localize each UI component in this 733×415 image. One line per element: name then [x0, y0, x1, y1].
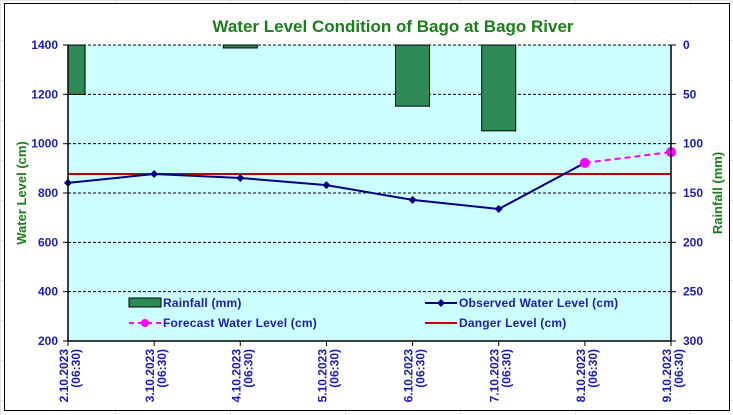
- rainfall-bar: [395, 44, 431, 107]
- x-axis-ticks: 2.10.2023(06:30) 3.10.2023(06:30) 4.10.202…: [57, 341, 686, 402]
- right-tick-label: 150: [683, 186, 703, 200]
- x-tick-label: 6.10.2023(06:30): [402, 349, 428, 403]
- left-tick-label: 200: [38, 334, 58, 348]
- left-tick-label: 1000: [31, 137, 58, 151]
- observed-point: [236, 173, 245, 182]
- legend-item: Rainfall (mm): [128, 296, 242, 310]
- x-tick-date: 2.10.2023: [57, 349, 71, 403]
- x-tick-date: 6.10.2023: [402, 349, 416, 403]
- x-tick-time: (06:30): [500, 349, 514, 388]
- observed-point: [494, 205, 503, 214]
- right-axis-ticks: 0 50 100 150 200 250 300: [671, 38, 703, 348]
- x-tick-label: 5.10.2023(06:30): [315, 349, 341, 403]
- rainfall-bar: [481, 44, 517, 132]
- observed-point: [408, 195, 417, 204]
- forecast-point: [579, 157, 590, 168]
- x-tick-date: 7.10.2023: [488, 349, 502, 403]
- x-tick-label: 7.10.2023(06:30): [488, 349, 514, 403]
- legend-label: Observed Water Level (cm): [459, 296, 618, 310]
- series-lines: [64, 147, 676, 214]
- x-tick-label: 3.10.2023(06:30): [143, 349, 169, 403]
- x-tick-date: 4.10.2023: [229, 349, 243, 403]
- x-tick-time: (06:30): [586, 349, 600, 388]
- legend: Rainfall (mm) Observed Water Level (cm) Fo…: [128, 296, 618, 330]
- x-tick-time: (06:30): [672, 349, 686, 388]
- chart-title: Water Level Condition of Bago at Bago Ri…: [212, 17, 574, 36]
- x-tick-label: 4.10.2023(06:30): [229, 349, 255, 403]
- x-tick-label: 2.10.2023(06:30): [57, 349, 83, 403]
- x-tick-date: 9.10.2023: [660, 349, 674, 403]
- right-tick-label: 50: [683, 87, 697, 101]
- x-tick-date: 5.10.2023: [315, 349, 329, 403]
- left-axis-ticks: 200 400 600 800 1000 1200 1400: [31, 38, 68, 348]
- right-tick-label: 250: [683, 285, 703, 299]
- x-tick-date: 8.10.2023: [574, 349, 588, 403]
- right-tick-label: 300: [683, 334, 703, 348]
- x-tick-time: (06:30): [414, 349, 428, 388]
- legend-item: Observed Water Level (cm): [425, 296, 618, 310]
- legend-marker-forecast: [141, 319, 149, 327]
- x-tick-time: (06:30): [155, 349, 169, 388]
- observed-point: [322, 181, 331, 190]
- observed-point: [150, 170, 159, 179]
- x-tick-time: (06:30): [241, 349, 255, 388]
- rainfall-bars: [67, 44, 517, 132]
- left-tick-label: 1400: [31, 38, 58, 52]
- legend-item: Danger Level (cm): [425, 316, 566, 330]
- rainfall-bar: [222, 44, 258, 49]
- legend-swatch-rainfall: [128, 297, 162, 308]
- x-tick-label: 8.10.2023(06:30): [574, 349, 600, 403]
- forecast-water-level-line: [584, 151, 672, 164]
- right-tick-label: 0: [683, 38, 690, 52]
- left-tick-label: 600: [38, 235, 58, 249]
- x-tick-time: (06:30): [327, 349, 341, 388]
- rainfall-bar: [67, 44, 86, 95]
- legend-label: Forecast Water Level (cm): [163, 316, 317, 330]
- x-tick-date: 3.10.2023: [143, 349, 157, 403]
- right-tick-label: 200: [683, 235, 703, 249]
- left-axis-title: Water Level (cm): [14, 141, 29, 245]
- left-tick-label: 1200: [31, 87, 58, 101]
- legend-label: Danger Level (cm): [459, 316, 566, 330]
- x-tick-time: (06:30): [69, 349, 83, 388]
- chart-container: Water Level Condition of Bago at Bago Ri…: [4, 3, 730, 411]
- right-tick-label: 100: [683, 137, 703, 151]
- legend-item: Forecast Water Level (cm): [129, 316, 317, 330]
- left-tick-label: 800: [38, 186, 58, 200]
- legend-marker-observed: [437, 299, 445, 307]
- right-axis-title: Rainfall (mm): [710, 152, 725, 234]
- legend-label: Rainfall (mm): [163, 296, 242, 310]
- left-tick-label: 400: [38, 285, 58, 299]
- x-tick-label: 9.10.2023(06:30): [660, 349, 686, 403]
